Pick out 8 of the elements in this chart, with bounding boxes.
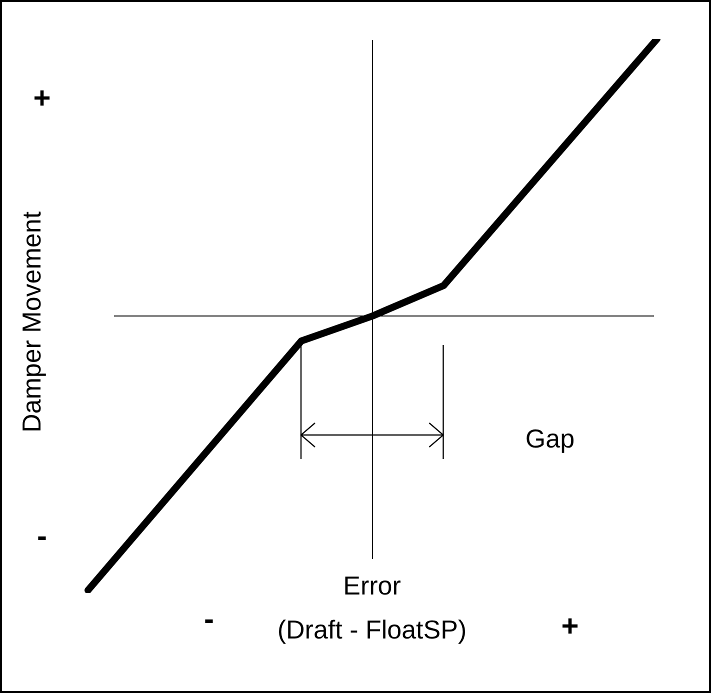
text: + [33, 82, 51, 116]
y-axis-title: Damper Movement [16, 211, 48, 433]
text: - [204, 603, 214, 637]
x-axis-title: Error [343, 570, 401, 602]
text: (Draft - FloatSP) [277, 614, 467, 646]
text: + [561, 610, 579, 644]
text: - [37, 520, 47, 554]
annotation: Gap [525, 424, 575, 454]
